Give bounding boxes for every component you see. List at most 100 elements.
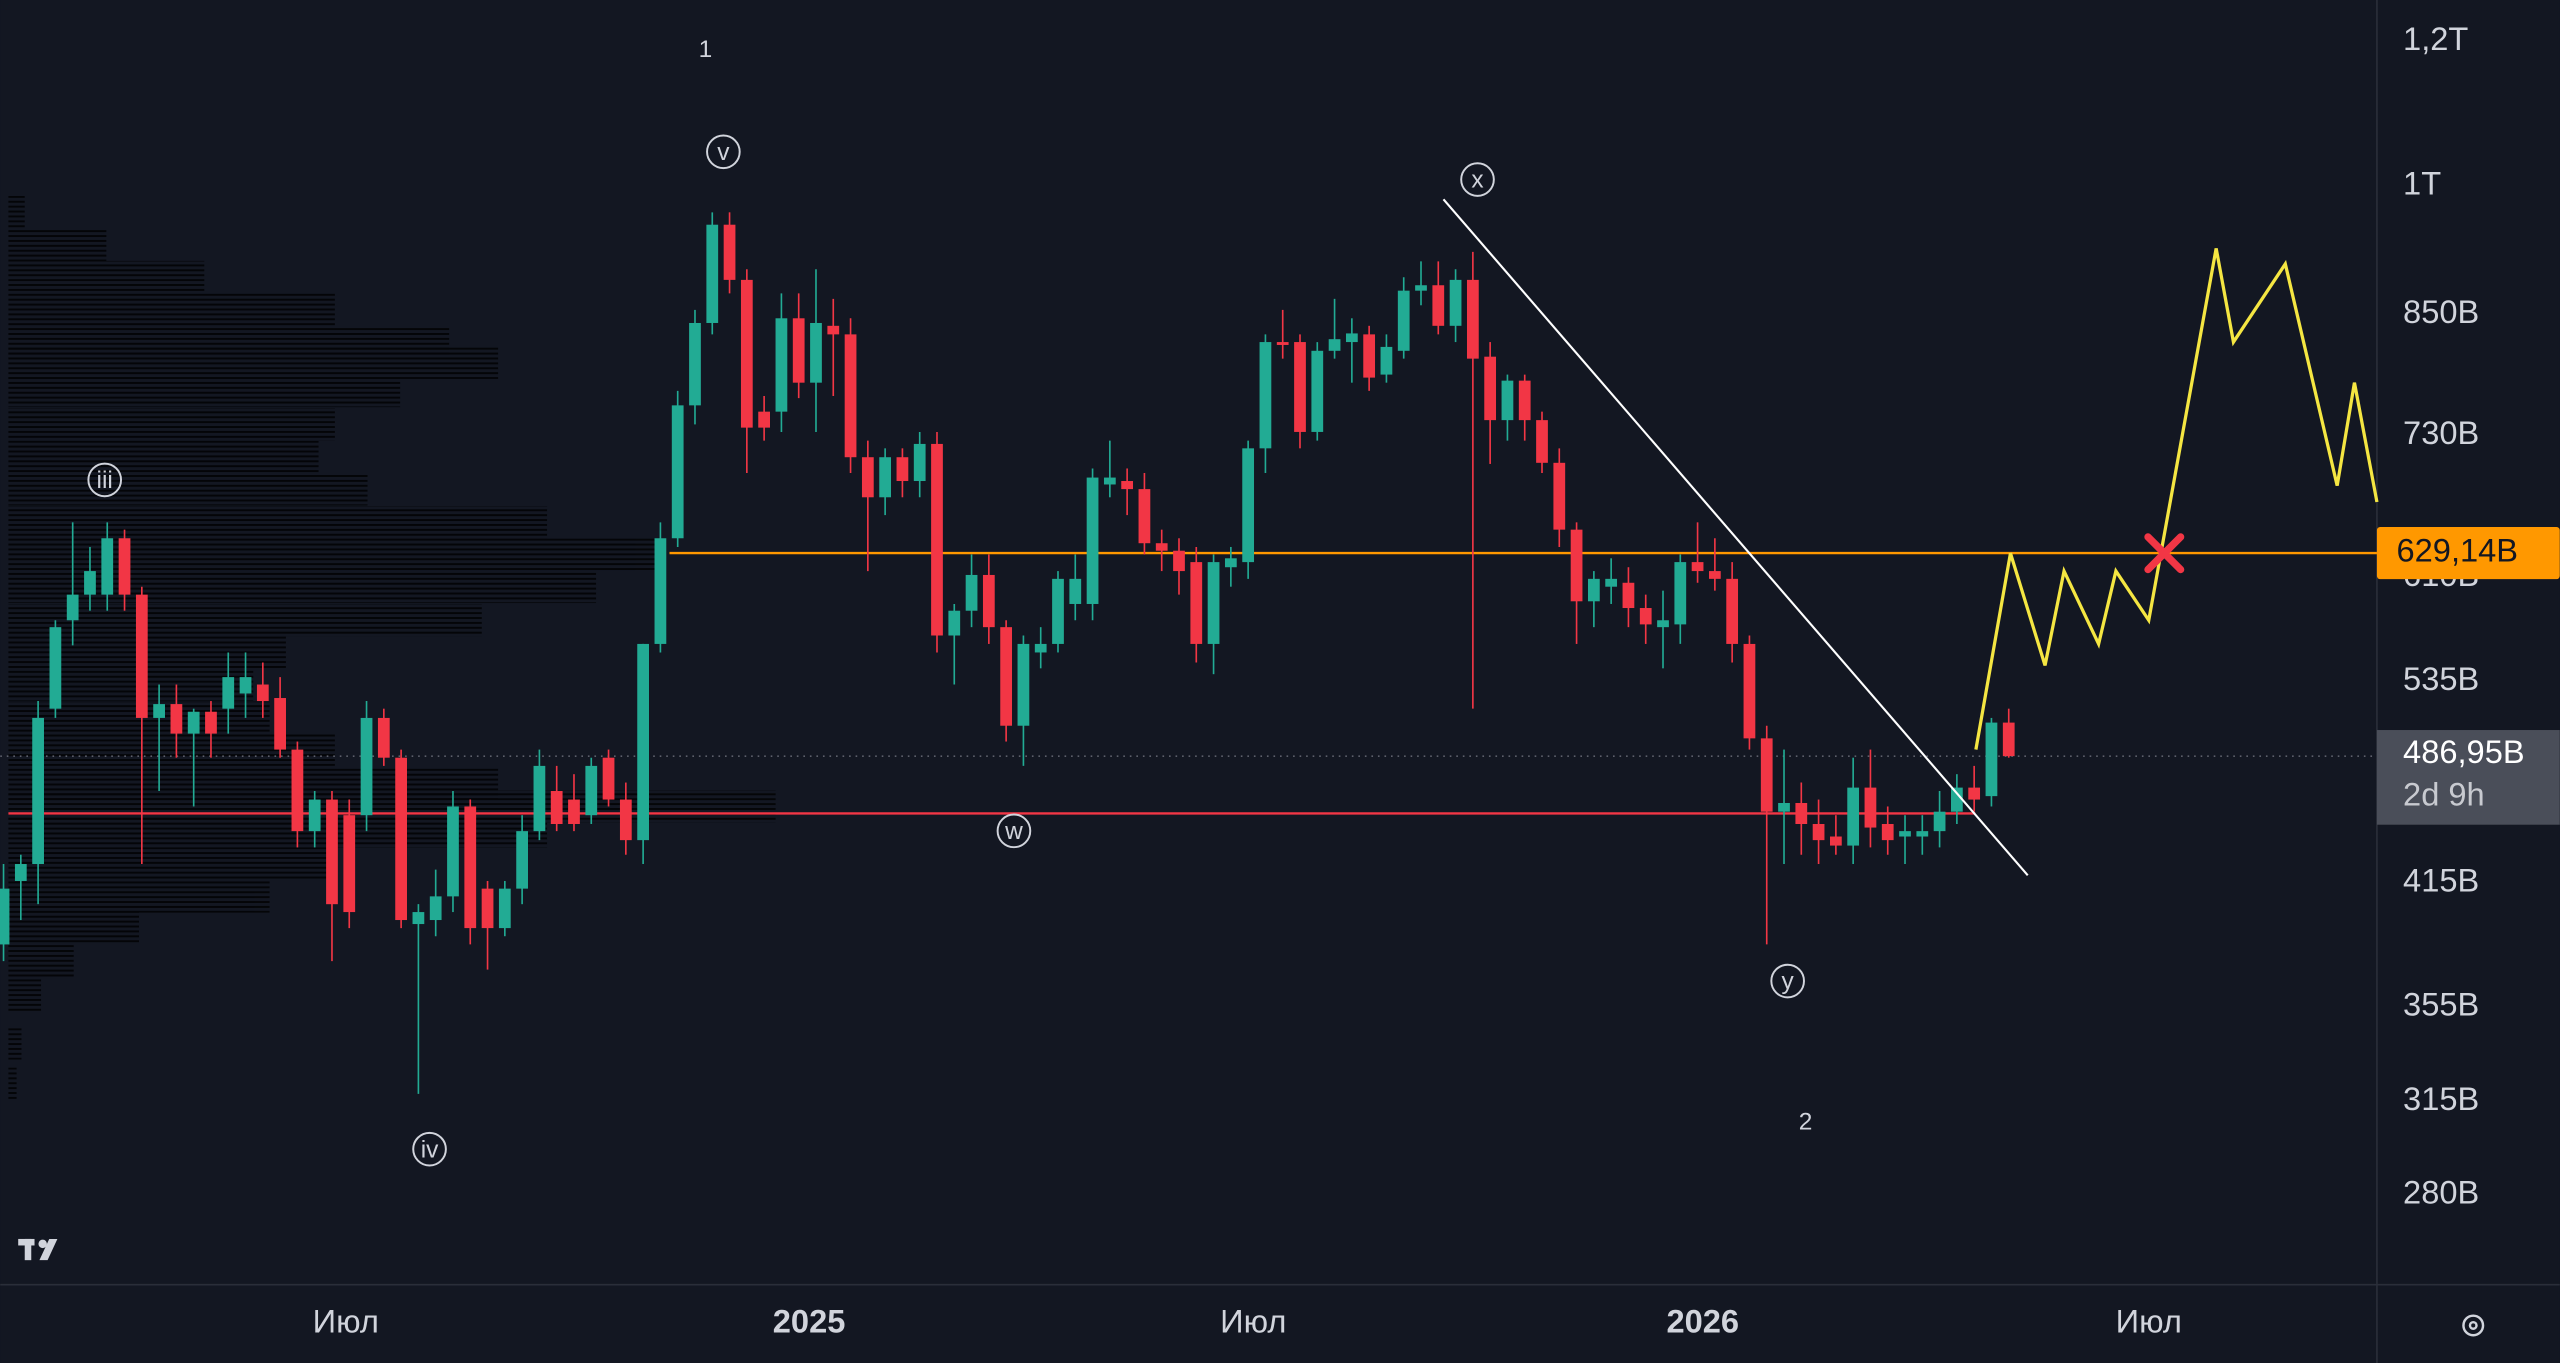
candle-body — [1155, 543, 1168, 551]
candle-body — [654, 538, 667, 644]
candle-body — [14, 864, 27, 881]
candle-body — [1933, 811, 1946, 832]
wave-label: 2 — [1799, 1109, 1813, 1136]
candle-body — [1017, 643, 1030, 726]
wave-circle — [996, 813, 1032, 849]
candle-body — [2002, 722, 2015, 757]
candle-body — [291, 749, 304, 832]
x-tick-label: Июл — [2116, 1302, 2182, 1339]
candle-body — [464, 806, 477, 929]
candle-body — [775, 318, 788, 412]
wave-circle — [87, 462, 123, 498]
y-tick-label: 1,2T — [2403, 20, 2468, 57]
wave-circle — [412, 1131, 447, 1167]
volume-profile-bar — [8, 346, 499, 379]
y-tick-label: 1T — [2403, 164, 2441, 201]
candle-body — [1950, 787, 1963, 812]
y-tick-label: 355B — [2403, 985, 2479, 1022]
y-tick-label: 535B — [2403, 660, 2479, 697]
candle-body — [861, 457, 874, 498]
candle-body — [222, 677, 235, 709]
candle-body — [1743, 643, 1756, 739]
level-price-label: 629,14B — [2397, 532, 2519, 569]
candle-body — [706, 224, 719, 323]
wave-label: v — [717, 139, 730, 166]
candle-body — [0, 888, 10, 945]
candle-body — [1415, 285, 1427, 291]
candle-body — [360, 717, 373, 816]
candle-body — [1466, 279, 1479, 359]
candle-body — [827, 325, 840, 335]
candle-body — [1173, 550, 1185, 572]
wave-label: y — [1782, 968, 1795, 995]
candle-body — [550, 791, 563, 825]
candle-body — [135, 594, 148, 718]
wave-circle — [1460, 162, 1495, 197]
settings-icon[interactable] — [2462, 1314, 2485, 1337]
candle-body — [1397, 290, 1410, 351]
candle-body — [758, 411, 771, 428]
candle-body — [671, 405, 684, 539]
candle-body — [1224, 558, 1237, 568]
candle-body — [1657, 620, 1669, 628]
x-tick-label: 2026 — [1666, 1302, 1739, 1339]
candle-body — [118, 538, 131, 595]
candle-body — [1294, 342, 1306, 432]
candle-body — [239, 677, 252, 694]
candle-body — [377, 717, 390, 758]
x-tick-label: Июл — [313, 1302, 379, 1339]
candle-body — [1622, 582, 1635, 609]
candle-body — [1536, 420, 1548, 463]
candle-body — [1086, 477, 1099, 604]
volume-profile-bar — [8, 538, 662, 571]
volume-profile-bar — [8, 944, 74, 978]
volume-profile-bar — [8, 408, 335, 441]
candle-body — [1363, 334, 1376, 378]
level-price-box — [2376, 526, 2560, 580]
candle-body — [844, 334, 857, 458]
candle-body — [49, 627, 62, 709]
candle-body — [1674, 562, 1687, 625]
volume-profile-bar — [8, 374, 401, 408]
candle-body — [879, 457, 892, 498]
candle-body — [256, 684, 269, 702]
candle-body — [1052, 578, 1064, 644]
candle-body — [637, 643, 649, 841]
volume-profile-bar — [8, 1026, 22, 1060]
candle-body — [1916, 831, 1929, 837]
candle-body — [412, 912, 425, 925]
candle-body — [948, 610, 961, 636]
wave-label: iv — [421, 1136, 439, 1163]
last-price-label: 486,95B — [2403, 733, 2525, 770]
candle-body — [1484, 356, 1497, 421]
candle-body — [32, 717, 44, 865]
candle-body — [619, 799, 632, 841]
volume-profile-bar — [8, 293, 335, 327]
candle-body — [689, 322, 701, 406]
candle-body — [1034, 643, 1047, 653]
candle-body — [568, 799, 580, 825]
candle-body — [1518, 380, 1531, 421]
candle-body — [1708, 571, 1721, 579]
candle-body — [913, 443, 926, 482]
candle-body — [723, 224, 736, 280]
candle-body — [1985, 722, 1998, 797]
wave-circle — [1770, 963, 1805, 999]
candle-body — [896, 457, 909, 482]
candle-body — [1449, 279, 1462, 326]
wave-label: 1 — [699, 36, 713, 63]
candle-body — [326, 799, 338, 905]
volume-profile-bar — [8, 440, 319, 474]
candle-body — [153, 704, 165, 718]
candle-body — [1380, 346, 1393, 375]
candle-body — [1639, 608, 1652, 625]
candle-body — [1778, 803, 1790, 812]
candle-body — [1328, 339, 1341, 351]
candle-body — [395, 757, 407, 921]
candle-body — [1000, 627, 1013, 726]
y-tick-label: 850B — [2403, 293, 2479, 330]
volume-profile-bar — [8, 506, 548, 539]
candle-body — [1795, 803, 1808, 825]
candle-body — [343, 815, 356, 913]
